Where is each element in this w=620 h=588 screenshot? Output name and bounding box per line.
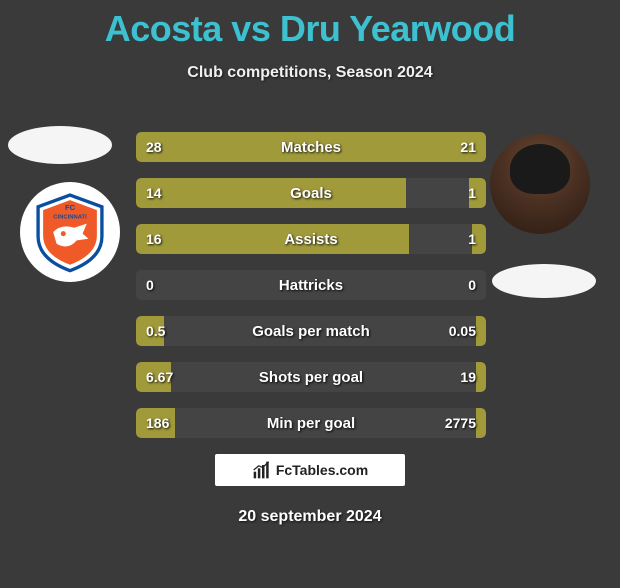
- stat-row: Goals per match0.5 0.05: [136, 316, 486, 346]
- stat-value-left: 0.5: [136, 316, 175, 346]
- stat-row: Goals14 1: [136, 178, 486, 208]
- svg-text:CINCINNATI: CINCINNATI: [53, 215, 87, 221]
- stat-row: Assists16 1: [136, 224, 486, 254]
- stat-value-left: 0: [136, 270, 164, 300]
- stat-label: Hattricks: [136, 270, 486, 300]
- stat-row: Min per goal186 2775: [136, 408, 486, 438]
- stat-value-left: 186: [136, 408, 179, 438]
- stat-label: Goals per match: [136, 316, 486, 346]
- stat-value-left: 6.67: [136, 362, 183, 392]
- stat-value-right: 19: [450, 362, 486, 392]
- watermark: FcTables.com: [215, 454, 405, 486]
- date-text: 20 september 2024: [0, 508, 620, 526]
- stat-label: Assists: [136, 224, 486, 254]
- stat-label: Goals: [136, 178, 486, 208]
- watermark-text: FcTables.com: [276, 462, 368, 478]
- stat-value-right: 2775: [435, 408, 486, 438]
- stat-value-right: 1: [458, 178, 486, 208]
- flag-left: [8, 126, 112, 164]
- flag-right: [492, 264, 596, 298]
- chart-icon: [252, 460, 272, 480]
- avatar-right: [490, 134, 590, 234]
- stat-value-right: 0.05: [439, 316, 486, 346]
- stat-value-left: 16: [136, 224, 172, 254]
- stat-label: Min per goal: [136, 408, 486, 438]
- svg-text:FC: FC: [65, 203, 76, 212]
- stat-value-right: 1: [458, 224, 486, 254]
- page-title: Acosta vs Dru Yearwood: [0, 8, 620, 50]
- stat-value-right: 21: [450, 132, 486, 162]
- subtitle: Club competitions, Season 2024: [0, 64, 620, 82]
- stat-row: Hattricks0 0: [136, 270, 486, 300]
- stat-value-left: 28: [136, 132, 172, 162]
- stat-label: Shots per goal: [136, 362, 486, 392]
- stat-row: Shots per goal6.67 19: [136, 362, 486, 392]
- fc-cincinnati-icon: FC CINCINNATI: [28, 190, 112, 274]
- stat-label: Matches: [136, 132, 486, 162]
- stat-value-right: 0: [458, 270, 486, 300]
- stat-value-left: 14: [136, 178, 172, 208]
- stat-row: Matches28 21: [136, 132, 486, 162]
- stats-container: Matches2821Goals141Assists161Hattricks00…: [136, 132, 486, 454]
- club-badge-left: FC CINCINNATI: [20, 182, 120, 282]
